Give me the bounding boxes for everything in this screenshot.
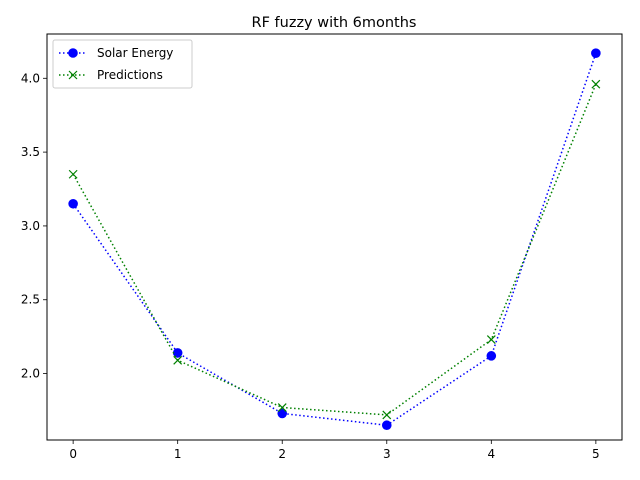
y-tick-label: 2.0 <box>21 367 40 381</box>
x-axis: 0 1 2 3 4 5 <box>69 440 600 461</box>
series-2-point <box>68 169 78 179</box>
chart-title: RF fuzzy with 6months <box>252 15 417 31</box>
legend-label: Solar Energy <box>97 46 173 60</box>
x-tick-label: 0 <box>69 447 77 461</box>
series-2-point <box>591 79 601 89</box>
axes-frame <box>46 33 623 441</box>
series-2-point <box>382 410 392 420</box>
y-tick-label: 3.0 <box>21 219 40 233</box>
series-1-point <box>381 420 392 431</box>
y-axis: 2.0 2.5 3.0 3.5 4.0 <box>21 71 47 381</box>
x-tick-label: 1 <box>174 447 182 461</box>
legend-label: Predictions <box>97 68 163 82</box>
legend-marker <box>68 70 78 80</box>
x-tick-label: 3 <box>383 447 391 461</box>
series-1-point <box>486 351 497 361</box>
series-1-point <box>68 198 78 209</box>
series-line-2 <box>72 83 597 416</box>
series-2-point <box>173 355 183 365</box>
series-1-point <box>591 48 601 58</box>
y-tick-label: 4.0 <box>21 71 40 85</box>
x-tick-label: 2 <box>278 447 286 461</box>
series-1-point <box>277 408 288 419</box>
series-2-point <box>486 335 496 345</box>
legend-box <box>52 39 193 89</box>
x-tick-label: 4 <box>487 447 495 461</box>
y-tick-label: 3.5 <box>21 145 40 159</box>
legend-marker <box>68 48 78 58</box>
series-line-1 <box>72 52 597 427</box>
legend: Solar Energy Predictions <box>52 39 193 89</box>
x-tick-label: 5 <box>592 447 600 461</box>
series-2-point <box>277 403 287 412</box>
y-tick-label: 2.5 <box>21 293 40 307</box>
plot-area <box>68 48 601 431</box>
